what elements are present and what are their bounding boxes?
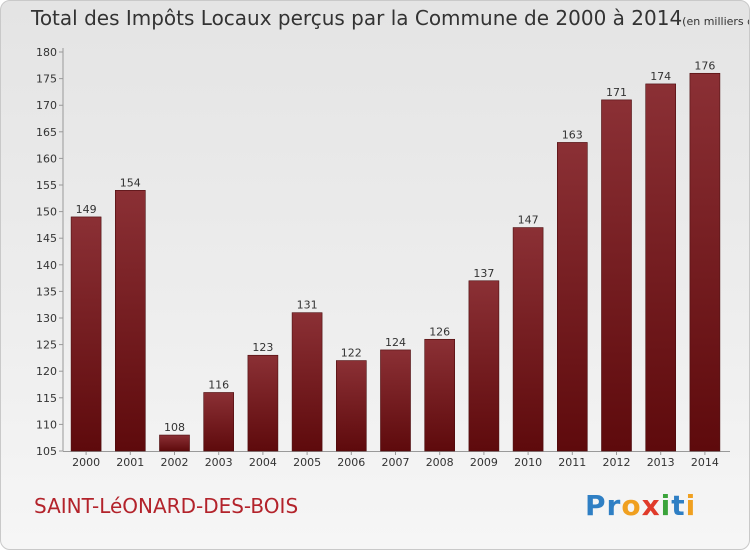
x-tick-label: 2012 <box>603 456 631 469</box>
y-tick-label: 160 <box>36 152 57 165</box>
y-tick-label: 115 <box>36 392 57 405</box>
x-tick-label: 2007 <box>382 456 410 469</box>
bar-value-label: 124 <box>385 336 406 349</box>
bar <box>380 349 411 452</box>
logo-letter: r <box>606 489 622 522</box>
bar <box>556 142 588 452</box>
bar-value-label: 171 <box>606 86 627 99</box>
x-tick-label: 2010 <box>514 456 542 469</box>
bar-value-label: 176 <box>694 59 715 72</box>
y-tick-label: 125 <box>36 339 57 352</box>
x-tick-label: 2014 <box>691 456 719 469</box>
chart-title-text: Total des Impôts Locaux perçus par la Co… <box>31 6 683 30</box>
bar <box>247 354 279 452</box>
logo-letter: o <box>621 489 642 522</box>
proxiti-logo: Proxiti <box>585 489 696 522</box>
y-tick-label: 135 <box>36 285 57 298</box>
y-tick-label: 105 <box>36 445 57 458</box>
bar-value-label: 147 <box>518 214 539 227</box>
bar-value-label: 123 <box>252 341 273 354</box>
bar-value-label: 116 <box>208 378 229 391</box>
x-tick-label: 2001 <box>116 456 144 469</box>
x-tick-label: 2002 <box>161 456 189 469</box>
y-tick-label: 170 <box>36 99 57 112</box>
x-tick-label: 2008 <box>426 456 454 469</box>
bar <box>115 190 146 452</box>
chart-title: Total des Impôts Locaux perçus par la Co… <box>31 6 749 30</box>
bar <box>512 227 544 452</box>
bar <box>468 280 500 452</box>
bar <box>335 360 367 452</box>
bar-value-label: 154 <box>120 176 141 189</box>
bar <box>159 434 190 452</box>
x-tick-label: 2006 <box>337 456 365 469</box>
y-tick-label: 155 <box>36 179 57 192</box>
logo-letter: i <box>685 489 697 522</box>
bar <box>689 72 721 452</box>
y-tick-label: 120 <box>36 365 57 378</box>
y-tick-label: 180 <box>36 46 57 59</box>
y-tick-label: 130 <box>36 312 57 325</box>
y-tick-label: 140 <box>36 259 57 272</box>
bar <box>645 83 677 452</box>
bar-value-label: 137 <box>473 267 494 280</box>
chart-axes <box>59 48 730 455</box>
x-tick-label: 2000 <box>72 456 100 469</box>
logo-letter: t <box>671 489 686 522</box>
bar-value-label: 126 <box>429 325 450 338</box>
y-tick-label: 110 <box>36 418 57 431</box>
bar-value-label: 131 <box>297 299 318 312</box>
chart-title-unit: (en milliers d'€) <box>682 15 749 28</box>
y-tick-label: 165 <box>36 126 57 139</box>
y-tick-label: 145 <box>36 232 57 245</box>
logo-letter: P <box>585 489 607 522</box>
y-tick-label: 150 <box>36 206 57 219</box>
logo-letter: i <box>660 489 672 522</box>
bar-value-label: 163 <box>562 128 583 141</box>
bar <box>203 392 234 452</box>
bar-value-label: 122 <box>341 347 362 360</box>
bar-value-label: 149 <box>76 203 97 216</box>
x-tick-label: 2004 <box>249 456 277 469</box>
logo-letter: x <box>641 489 661 522</box>
x-tick-label: 2003 <box>205 456 233 469</box>
bar <box>291 312 323 452</box>
bar-value-label: 108 <box>164 421 185 434</box>
x-tick-label: 2013 <box>647 456 675 469</box>
y-tick-label: 175 <box>36 73 57 86</box>
commune-name: SAINT-LéONARD-DES-BOIS <box>34 494 299 518</box>
chart-labels: 105 110 115 120 125 130 135 140 145 150 155 160 165 1… <box>36 46 719 469</box>
x-tick-label: 2009 <box>470 456 498 469</box>
x-tick-label: 2005 <box>293 456 321 469</box>
bar <box>601 99 632 452</box>
bar <box>424 338 456 452</box>
x-tick-label: 2011 <box>558 456 586 469</box>
chart-bars <box>70 72 721 452</box>
bar <box>70 216 102 452</box>
bar-value-label: 174 <box>650 70 671 83</box>
